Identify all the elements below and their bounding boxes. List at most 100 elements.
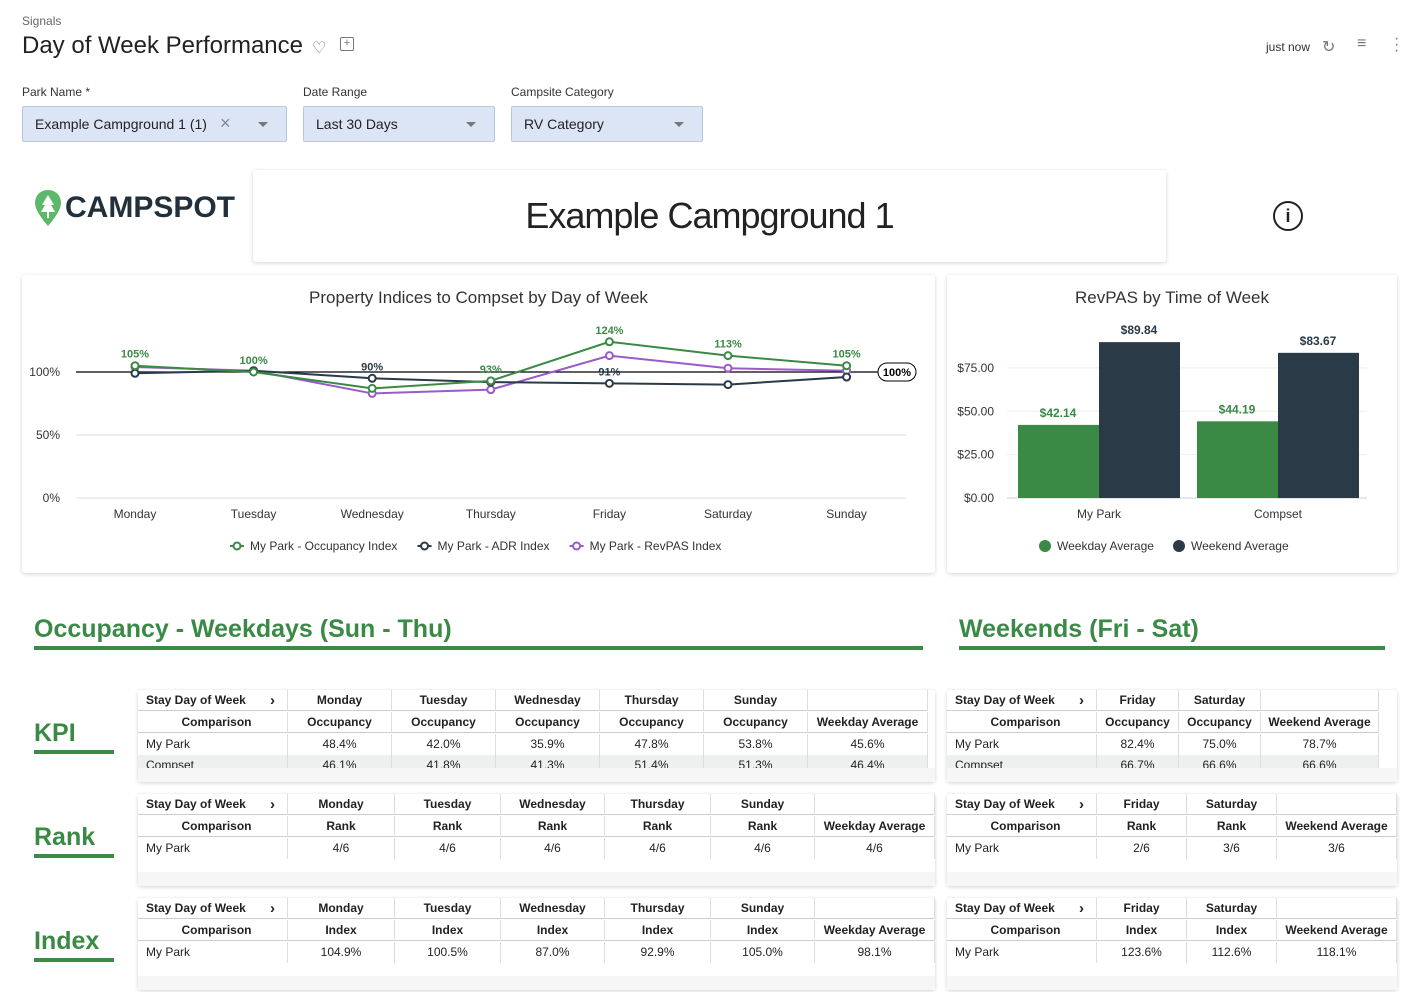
expand-chevron-icon[interactable]: ›	[270, 899, 275, 917]
row-label: Stay Day of Week ›	[138, 793, 288, 815]
date-range-value: Last 30 Days	[316, 116, 398, 132]
expand-chevron-icon[interactable]: ›	[270, 795, 275, 813]
legend-label: Weekend Average	[1191, 539, 1289, 553]
campsite-category-select[interactable]: RV Category	[511, 106, 703, 142]
filter-icon[interactable]: ≡	[1357, 35, 1367, 52]
table-cell: Tuesday	[392, 689, 496, 711]
data-point	[367, 373, 377, 383]
table-cell: Sunday	[704, 689, 808, 711]
filter-label-date: Date Range	[303, 85, 368, 99]
bar-chart: $0.00 $25.00 $50.00 $75.00 $42.14 $89.84 My Pa…	[957, 323, 1367, 553]
row-label: Comparison	[947, 711, 1097, 733]
heart-icon[interactable]: ♡	[312, 40, 327, 57]
row-label: Stay Day of Week ›	[947, 793, 1097, 815]
table-cell: Saturday	[1187, 897, 1277, 919]
table-cell: Index	[395, 919, 501, 941]
table-cell	[815, 897, 935, 919]
chevron-down-icon	[674, 122, 684, 127]
reference-label: 100%	[883, 367, 911, 379]
y-tick-label: 100%	[29, 365, 60, 379]
bar-label: $89.84	[1121, 323, 1158, 337]
table-cell: Saturday	[1179, 689, 1261, 711]
legend-marker	[1173, 540, 1185, 552]
data-label: 90%	[361, 361, 383, 373]
table-footer	[138, 768, 935, 782]
expand-chevron-icon[interactable]: ›	[1079, 795, 1084, 813]
data-point	[723, 380, 733, 390]
y-tick-label: 50%	[36, 428, 60, 442]
table-cell: 53.8%	[704, 734, 808, 755]
table-cell: Thursday	[605, 793, 711, 815]
legend-label: Weekday Average	[1057, 539, 1154, 553]
expand-chevron-icon[interactable]: ›	[270, 691, 275, 709]
row-label: My Park	[138, 838, 288, 859]
chevron-down-icon[interactable]	[258, 122, 268, 127]
clear-icon[interactable]: ×	[220, 113, 231, 133]
weekends-section-title: Weekends (Fri - Sat)	[959, 615, 1385, 650]
bar-label: $44.19	[1219, 402, 1256, 416]
row-label: Comparison	[947, 815, 1097, 837]
table-cell: 47.8%	[600, 734, 704, 755]
table-cell: Occupancy	[288, 711, 392, 733]
table-cell: Tuesday	[395, 897, 501, 919]
x-tick-label: My Park	[1077, 507, 1122, 521]
table-cell: Weekend Average	[1261, 711, 1379, 733]
table-row: My Park 82.4% 75.0% 78.7%	[947, 734, 1379, 755]
park-name-value: Example Campground 1 (1)	[35, 116, 207, 132]
breadcrumb[interactable]: Signals	[22, 14, 62, 28]
y-tick-label: $50.00	[957, 404, 994, 418]
park-name-select[interactable]: Example Campground 1 (1) ×	[22, 106, 287, 142]
table-cell: 112.6%	[1187, 942, 1277, 963]
dimension-header-row: Stay Day of Week › Friday Saturday	[947, 689, 1379, 711]
table-cell: Monday	[288, 793, 395, 815]
table-cell: Wednesday	[501, 897, 605, 919]
data-point	[486, 376, 496, 386]
table-cell: Rank	[395, 815, 501, 837]
data-point	[604, 378, 614, 388]
row-label: My Park	[138, 942, 288, 963]
table-cell: Friday	[1097, 793, 1187, 815]
table-cell: 87.0%	[501, 942, 605, 963]
legend-marker	[572, 541, 582, 551]
table-cell: 100.5%	[395, 942, 501, 963]
x-tick-label: Tuesday	[231, 507, 277, 521]
table-cell: Index	[501, 919, 605, 941]
table-cell: 105.0%	[711, 942, 815, 963]
row-label: My Park	[947, 838, 1097, 859]
column-header-row: Comparison Rank Rank Rank Rank Rank Weekday Av…	[138, 815, 935, 837]
column-header-row: Comparison Index Index Index Index Index Weekd…	[138, 919, 935, 941]
info-icon[interactable]: i	[1273, 201, 1303, 231]
line-chart-title: Property Indices to Compset by Day of We…	[309, 288, 648, 307]
legend-marker	[232, 541, 242, 551]
legend-label: My Park - Occupancy Index	[250, 539, 397, 553]
data-point	[723, 363, 733, 373]
x-tick-label: Friday	[593, 507, 626, 521]
table-cell: Rank	[711, 815, 815, 837]
table-cell: Weekday Average	[815, 919, 935, 941]
more-vert-icon[interactable]: · · ·	[1394, 30, 1400, 59]
row-label: Comparison	[947, 919, 1097, 941]
row-label: Stay Day of Week ›	[138, 689, 288, 711]
row-label: Comparison	[138, 919, 288, 941]
table-row: My Park 123.6% 112.6% 118.1%	[947, 942, 1397, 963]
expand-chevron-icon[interactable]: ›	[1079, 899, 1084, 917]
refresh-icon[interactable]: ↻	[1322, 39, 1336, 56]
table-cell: 48.4%	[288, 734, 392, 755]
table-cell: 75.0%	[1179, 734, 1261, 755]
date-range-select[interactable]: Last 30 Days	[303, 106, 495, 142]
legend-marker	[1039, 540, 1051, 552]
table-cell: Occupancy	[1097, 711, 1179, 733]
x-tick-label: Monday	[114, 507, 157, 521]
y-tick-label: $0.00	[964, 491, 994, 505]
weekend-index-table: Stay Day of Week › Friday Saturday Compariso…	[947, 897, 1397, 990]
index-label: Index	[34, 927, 114, 962]
bar	[1018, 424, 1099, 498]
add-to-board-icon[interactable]: +	[340, 37, 354, 51]
row-label: Stay Day of Week ›	[947, 689, 1097, 711]
data-label: 113%	[714, 339, 742, 351]
expand-chevron-icon[interactable]: ›	[1079, 691, 1084, 709]
x-tick-label: Thursday	[466, 507, 516, 521]
banner-card: Example Campground 1	[253, 170, 1166, 262]
row-label: Comparison	[138, 815, 288, 837]
table-cell: Rank	[288, 815, 395, 837]
